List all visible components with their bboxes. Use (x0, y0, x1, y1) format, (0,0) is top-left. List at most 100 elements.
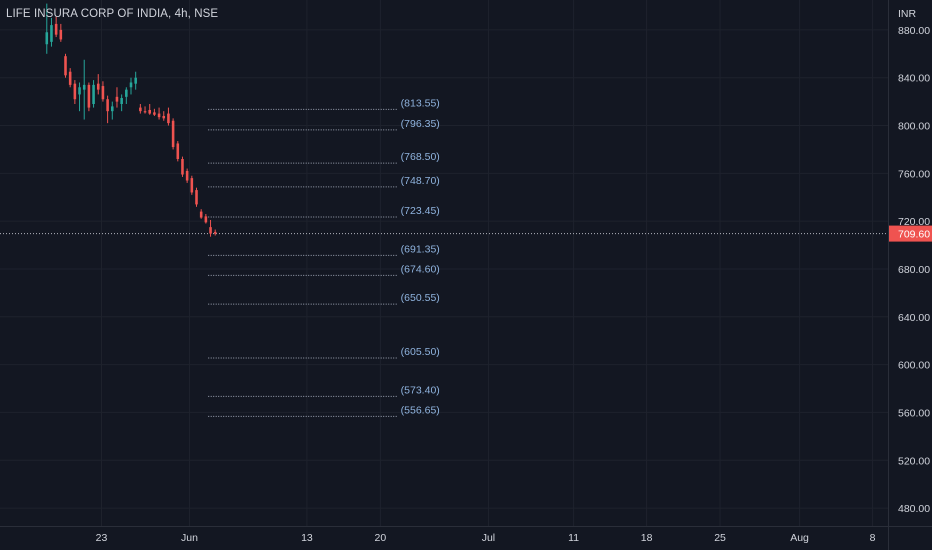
level-label: (573.40) (401, 384, 440, 396)
candle-body (87, 84, 91, 108)
candle-body (176, 143, 180, 159)
candle-body (153, 112, 156, 115)
x-tick-label: 13 (301, 532, 313, 544)
y-tick-label: 880.00 (898, 25, 930, 37)
candle-body (134, 77, 137, 84)
candle (82, 59, 86, 120)
level-label: (748.70) (401, 175, 440, 187)
x-tick-label: 23 (96, 532, 108, 544)
candle (73, 80, 77, 105)
candle-body (190, 178, 194, 193)
candle-body (125, 89, 128, 97)
x-tick-label: 25 (714, 532, 726, 544)
candle-body (157, 113, 161, 118)
x-tick-label: 11 (568, 532, 579, 544)
candle-body (92, 84, 95, 105)
y-tick-label: 560.00 (898, 407, 930, 419)
candle (181, 156, 184, 177)
candle-body (139, 107, 142, 112)
candle-body (185, 170, 189, 181)
candle (171, 118, 175, 150)
candle (185, 168, 189, 183)
candle (96, 74, 100, 95)
y-tick-label: 640.00 (898, 312, 930, 324)
candle (111, 101, 114, 120)
candle-body (50, 25, 53, 42)
y-tick-label: 840.00 (898, 73, 930, 85)
x-tick-label: 8 (870, 532, 876, 544)
x-tick-label: Jul (482, 532, 495, 544)
candle (92, 80, 95, 108)
candle (209, 219, 212, 237)
y-tick-label: 800.00 (898, 121, 930, 133)
candle (101, 81, 105, 102)
y-tick-label: 760.00 (898, 168, 930, 180)
candle (195, 187, 198, 207)
candle-body (199, 211, 203, 218)
candle-body (101, 86, 105, 100)
level-label: (605.50) (401, 346, 440, 358)
candle (50, 17, 53, 47)
x-tick-label: 18 (641, 532, 653, 544)
candle (213, 229, 217, 236)
candle-body (148, 109, 152, 114)
level-label: (723.45) (401, 205, 440, 217)
candle (120, 94, 123, 112)
y-tick-label: 600.00 (898, 360, 930, 372)
candle-body (78, 87, 81, 95)
candle (59, 23, 63, 42)
candle-body (64, 56, 67, 76)
candle-body (181, 158, 184, 175)
candle (162, 111, 166, 121)
x-tick-label: 20 (375, 532, 387, 544)
candle-body (73, 83, 77, 100)
candle (199, 209, 203, 219)
candle-body (59, 29, 63, 40)
candle (204, 213, 208, 224)
candle-body (213, 231, 217, 234)
candle-body (209, 227, 212, 234)
candle-body (143, 111, 147, 113)
current-price-label: 709.60 (898, 229, 930, 241)
candle (45, 3, 49, 54)
current-price-tag (889, 225, 932, 242)
candle-body (167, 113, 170, 124)
candle (190, 175, 194, 195)
candle (68, 68, 72, 88)
candle-body (111, 106, 114, 112)
level-label: (691.35) (401, 243, 440, 255)
candle-body (106, 99, 109, 112)
x-tick-label: Jun (181, 532, 198, 544)
candle-body (120, 98, 123, 105)
candle-body (82, 84, 86, 90)
candle-body (115, 96, 119, 102)
currency-label: INR (898, 8, 917, 20)
y-tick-label: 720.00 (898, 216, 930, 228)
level-label: (650.55) (401, 292, 440, 304)
y-tick-label: 480.00 (898, 503, 930, 515)
level-label: (674.60) (401, 263, 440, 275)
x-tick-label: Aug (790, 532, 809, 544)
candle (125, 87, 128, 105)
candle (115, 87, 119, 108)
candle (143, 106, 147, 114)
candle-body (54, 23, 58, 35)
level-label: (813.55) (401, 97, 440, 109)
candle (129, 77, 133, 95)
level-label: (768.50) (401, 151, 440, 163)
candle-body (129, 82, 133, 88)
candle-body (45, 32, 49, 45)
candle-body (195, 190, 198, 205)
candle-body (204, 216, 208, 223)
candle (148, 104, 152, 115)
y-tick-label: 520.00 (898, 455, 930, 467)
candle-body (171, 120, 175, 148)
candle (64, 53, 67, 78)
level-label: (556.65) (401, 404, 440, 416)
candle (78, 82, 81, 112)
candle (153, 108, 156, 116)
candle (54, 16, 58, 38)
level-label: (796.35) (401, 118, 440, 130)
